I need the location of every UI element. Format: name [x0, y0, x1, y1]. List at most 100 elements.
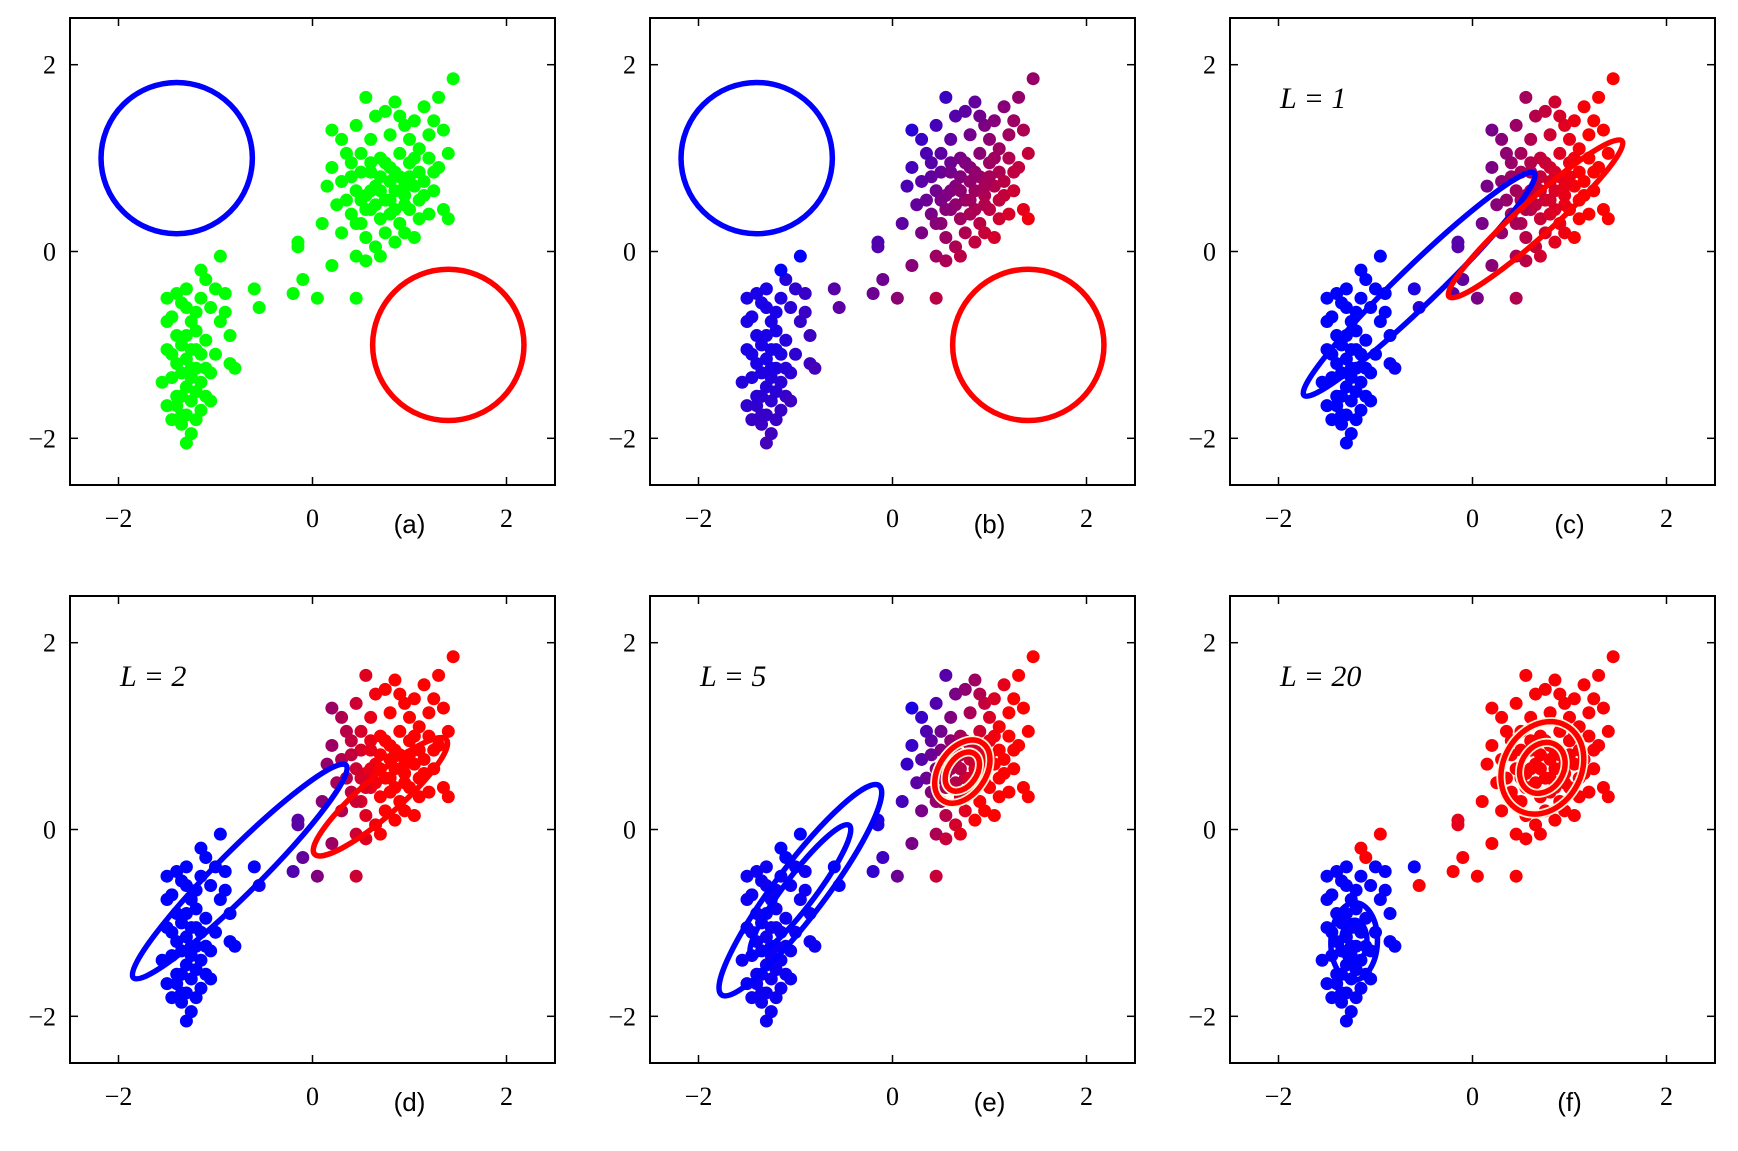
data-point [1475, 794, 1489, 808]
data-point [1007, 692, 1021, 706]
data-point [784, 394, 798, 408]
data-point [1407, 282, 1421, 296]
data-point [403, 132, 416, 146]
data-point [407, 729, 421, 743]
data-point [228, 361, 242, 375]
data-point [393, 146, 407, 160]
data-point [740, 315, 754, 329]
data-point [1485, 160, 1499, 174]
data-point [364, 734, 378, 748]
data-point [1354, 291, 1368, 305]
data-point [393, 109, 407, 123]
data-point [398, 226, 412, 240]
data-point [1485, 123, 1499, 137]
data-point [1606, 72, 1620, 86]
data-point [1529, 776, 1543, 790]
data-point [378, 104, 392, 118]
data-point [184, 972, 198, 986]
data-point [291, 818, 305, 832]
data-point [1543, 193, 1557, 207]
data-point [958, 804, 972, 818]
y-tick-label: 0 [43, 238, 56, 267]
data-point [378, 156, 392, 170]
y-tick-label: −2 [608, 1002, 636, 1031]
data-point [1519, 668, 1533, 682]
data-point [179, 879, 193, 893]
data-point [436, 701, 450, 715]
data-point [1007, 114, 1021, 128]
data-point [310, 291, 324, 305]
data-point [895, 216, 909, 230]
data-point [1012, 668, 1026, 682]
data-point [735, 375, 749, 389]
data-point [958, 156, 972, 170]
data-point [1485, 837, 1499, 851]
data-point [1456, 851, 1470, 865]
data-point [1596, 123, 1610, 137]
data-point [939, 254, 953, 268]
data-point [905, 701, 919, 715]
data-point [359, 254, 373, 268]
red-component-contour [310, 734, 451, 859]
data-point [364, 743, 378, 757]
data-point [1587, 743, 1601, 757]
data-point [204, 301, 218, 315]
data-point [1553, 687, 1567, 701]
data-point [349, 291, 363, 305]
data-point [924, 748, 938, 762]
data-point [1582, 128, 1596, 142]
data-point [1601, 212, 1615, 226]
data-point [175, 366, 189, 380]
y-tick-label: 0 [623, 238, 636, 267]
data-point [388, 673, 402, 687]
data-point [1349, 883, 1363, 897]
data-point [184, 361, 198, 375]
data-point [953, 212, 967, 226]
data-point [1567, 808, 1581, 822]
data-point [1002, 785, 1016, 799]
data-point [393, 687, 407, 701]
data-point [325, 701, 339, 715]
data-point [958, 226, 972, 240]
data-point [992, 193, 1006, 207]
data-point [364, 156, 378, 170]
data-point [1354, 263, 1368, 277]
data-point [934, 193, 948, 207]
data-point [987, 151, 1001, 165]
data-point [354, 146, 368, 160]
chart-panel-6: −2 0 2 −2 0 2 L = 20 (f) [1188, 595, 1716, 1117]
y-tick-label: 0 [1203, 816, 1216, 845]
data-point [987, 230, 1001, 244]
panel-label: (c) [1554, 509, 1584, 539]
data-point [398, 757, 412, 771]
chart-panel-3: −2 0 2 −2 0 2 L = 1 (c) [1188, 17, 1716, 539]
data-point [1529, 687, 1543, 701]
data-point [310, 869, 324, 883]
chart-panel-1: −2 0 2 −2 0 2 (a) [28, 17, 556, 539]
data-point [1533, 762, 1547, 776]
data-point [286, 287, 300, 301]
data-point [973, 109, 987, 123]
data-point [170, 389, 184, 403]
data-point [1451, 240, 1465, 254]
data-point [398, 198, 412, 212]
panel-label: (a) [394, 509, 426, 539]
data-point [759, 301, 773, 315]
data-point [325, 837, 339, 851]
data-point [218, 287, 232, 301]
data-point [209, 347, 222, 361]
data-point [359, 230, 373, 244]
data-point [740, 291, 754, 305]
data-point [170, 287, 184, 301]
data-point [388, 165, 402, 179]
data-point [189, 343, 203, 357]
data-point [349, 249, 363, 263]
data-point [978, 188, 992, 202]
data-point [160, 977, 174, 991]
data-point [774, 291, 788, 305]
data-point [1582, 207, 1596, 221]
data-point [1007, 743, 1021, 757]
data-point [978, 179, 992, 193]
data-point [427, 114, 441, 128]
data-point [1026, 650, 1040, 664]
